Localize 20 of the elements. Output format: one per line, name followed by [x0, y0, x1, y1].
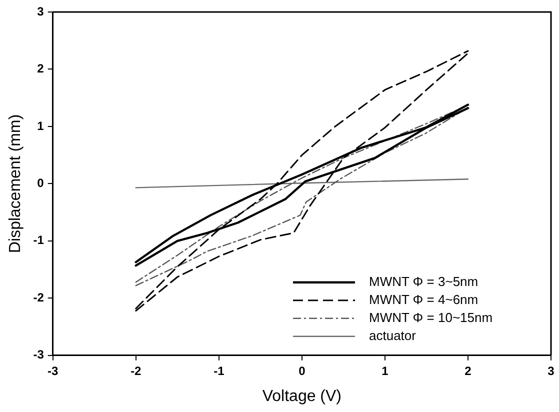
y-tick-label: -2: [33, 290, 44, 304]
x-tick-label: 3: [548, 364, 555, 378]
y-tick-label: 3: [37, 4, 44, 18]
x-tick-label: 0: [298, 364, 306, 378]
y-tick-label: 1: [37, 118, 44, 133]
y-axis-title: Displacement (mm): [7, 114, 24, 254]
legend-label: actuator: [369, 328, 417, 343]
x-tick-label: 2: [464, 364, 472, 378]
y-tick-label: 0: [37, 176, 44, 190]
x-tick-label: -1: [214, 364, 225, 378]
y-tick-label: 2: [37, 62, 44, 76]
x-tick-label: -3: [48, 364, 59, 378]
legend-label: MWNT Φ = 4~6nm: [369, 292, 478, 307]
x-tick-label: 1: [382, 364, 389, 378]
legend-label: MWNT Φ = 10~15nm: [369, 310, 493, 325]
y-tick-label: -3: [33, 348, 44, 362]
x-tick-label: -2: [130, 364, 142, 378]
y-tick-label: -1: [33, 233, 44, 248]
x-axis-title: Voltage (V): [262, 388, 342, 405]
legend-label: MWNT Φ = 3~5nm: [369, 274, 478, 289]
